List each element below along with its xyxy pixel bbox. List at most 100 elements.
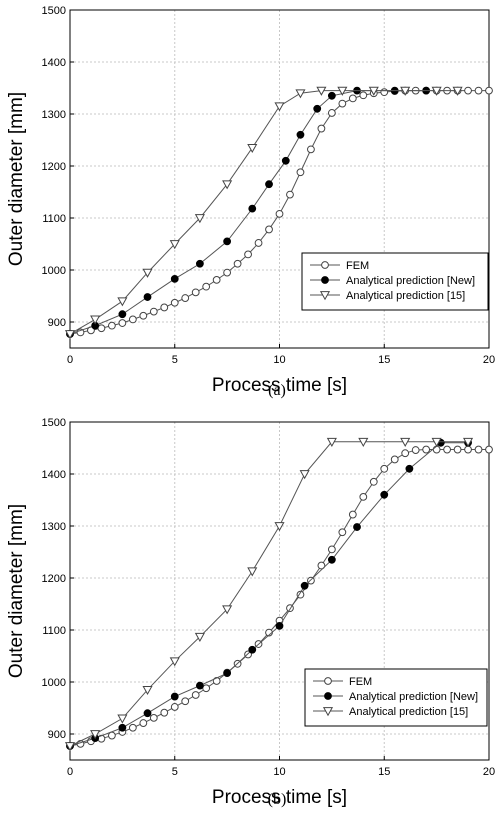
data-point	[117, 297, 128, 307]
data-point	[170, 298, 179, 307]
data-point	[195, 259, 204, 268]
x-tick-label: 20	[483, 766, 495, 778]
data-point	[194, 214, 205, 224]
data-point	[149, 307, 158, 316]
data-point	[247, 143, 258, 154]
data-point	[275, 209, 284, 218]
data-point	[265, 180, 273, 189]
data-point	[422, 445, 431, 454]
data-point	[212, 275, 221, 284]
data-point	[181, 294, 190, 302]
data-point	[464, 86, 472, 95]
data-point	[170, 703, 179, 711]
data-point	[431, 437, 442, 447]
y-tick-label: 1300	[42, 109, 66, 121]
data-point	[359, 91, 368, 100]
data-point	[338, 528, 347, 537]
data-point	[142, 685, 153, 696]
data-point	[463, 437, 474, 447]
data-point	[160, 303, 169, 312]
legend-marker	[324, 692, 332, 700]
data-point	[326, 437, 337, 447]
data-point	[452, 86, 463, 96]
y-tick-label: 1000	[42, 677, 66, 689]
data-point	[223, 669, 232, 678]
x-tick-label: 5	[172, 354, 178, 366]
figure-caption: (b)	[268, 791, 287, 808]
x-tick-label: 0	[67, 354, 73, 366]
data-point	[485, 86, 493, 95]
data-point	[380, 490, 389, 499]
x-axis-label: Process time [s]	[212, 375, 347, 396]
data-point	[400, 86, 411, 96]
data-point	[233, 259, 242, 268]
y-tick-label: 1500	[42, 5, 66, 17]
x-tick-label: 15	[378, 766, 390, 778]
data-point	[317, 124, 326, 133]
legend-entry: FEM	[349, 676, 372, 688]
data-point	[128, 723, 137, 732]
y-tick-label: 900	[48, 729, 66, 741]
y-tick-label: 1400	[42, 57, 66, 69]
legend-box	[301, 252, 489, 311]
data-point	[295, 89, 306, 99]
y-tick-label: 1200	[42, 161, 66, 173]
data-point	[222, 605, 233, 615]
data-point	[299, 470, 310, 480]
chart-b: 0 5 10 15 20 900 1000 1100 1200 1300 1400 1500 Proce…	[6, 417, 495, 808]
data-point	[296, 168, 305, 177]
data-point	[380, 88, 389, 97]
x-tick-label: 15	[378, 354, 390, 366]
series-line	[69, 90, 427, 335]
data-point	[181, 697, 190, 706]
y-tick-label: 1500	[42, 417, 66, 429]
data-point	[400, 437, 411, 447]
y-axis-label: Outer diameter [mm]	[6, 504, 27, 678]
data-point	[431, 86, 442, 96]
legend-entry: Analytical prediction [New]	[349, 691, 478, 703]
x-tick-label: 0	[67, 766, 73, 778]
data-point	[202, 282, 211, 291]
y-tick-label: 1100	[42, 213, 66, 225]
data-point	[390, 455, 399, 464]
x-tick-label: 10	[273, 354, 285, 366]
data-point	[222, 180, 233, 190]
data-point	[353, 523, 361, 531]
legend: FEM Analytical prediction [New] Analytical…	[301, 252, 489, 311]
data-point	[118, 310, 127, 319]
data-point	[474, 445, 483, 454]
data-point	[432, 445, 441, 454]
data-point	[327, 555, 336, 564]
y-tick-label: 1100	[42, 625, 66, 637]
data-point	[307, 145, 315, 154]
data-point	[117, 714, 128, 724]
data-point	[64, 742, 76, 752]
legend-entry: Analytical prediction [New]	[346, 275, 475, 287]
data-point	[474, 86, 483, 95]
data-point	[223, 237, 232, 246]
data-point	[274, 522, 285, 532]
data-point	[405, 464, 414, 473]
series-analytical-15	[64, 437, 474, 752]
legend-entry: FEM	[346, 260, 369, 272]
data-point	[64, 330, 76, 340]
data-point	[316, 86, 327, 96]
data-point	[368, 86, 379, 96]
data-point	[348, 94, 357, 103]
x-tick-label: 20	[483, 354, 495, 366]
legend: FEM Analytical prediction [New] Analytical…	[304, 668, 488, 727]
y-tick-label: 1200	[42, 573, 66, 585]
data-point	[300, 581, 309, 590]
series-line	[69, 442, 469, 747]
y-tick-label: 1000	[42, 265, 66, 277]
legend-marker	[322, 707, 334, 717]
data-point	[118, 319, 127, 327]
data-point	[265, 225, 273, 234]
data-point	[142, 268, 153, 278]
data-point	[248, 645, 257, 654]
legend-marker	[319, 291, 331, 301]
x-axis-label: Process time [s]	[212, 787, 347, 808]
data-point	[443, 445, 452, 454]
y-tick-label: 900	[48, 317, 66, 329]
data-point	[90, 315, 101, 325]
